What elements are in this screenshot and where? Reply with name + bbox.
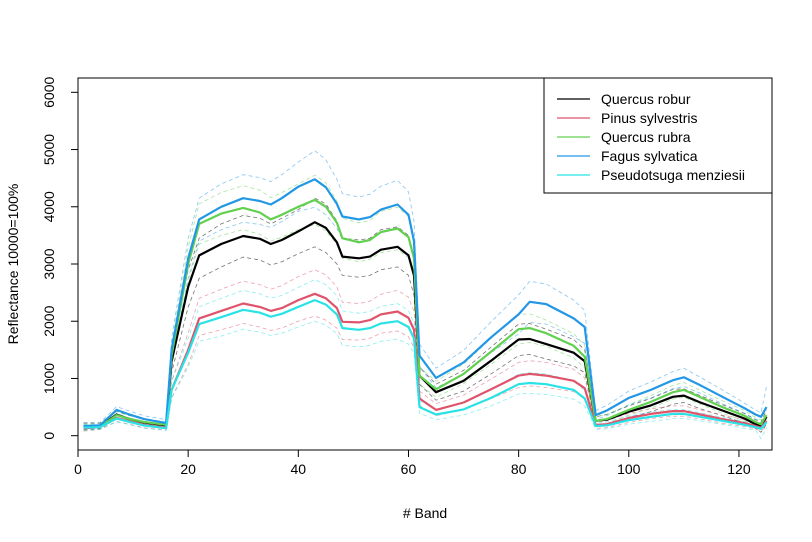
band-upper-line (83, 174, 767, 425)
legend-box (543, 77, 773, 194)
band-upper-line (83, 279, 767, 427)
series-mean-line (83, 299, 768, 430)
y-tick-label: 6000 (41, 77, 57, 108)
series-mean-line (83, 198, 768, 429)
x-tick-label: 20 (180, 461, 196, 477)
legend-label: Quercus rubra (601, 129, 691, 145)
y-tick-label: 1000 (41, 363, 57, 394)
y-tick-label: 2000 (41, 305, 57, 336)
mean-lines (83, 178, 768, 430)
x-tick-label: 80 (511, 461, 527, 477)
series-mean-line (83, 221, 768, 428)
y-tick-label: 3000 (41, 248, 57, 279)
legend: Quercus robur Pinus sylvestris Quercus rub… (543, 77, 773, 194)
x-axis-title: # Band (403, 505, 447, 521)
y-tick-label: 0 (41, 432, 57, 440)
y-axis-title: Reflectance 10000=100% (5, 184, 21, 345)
band-lower-line (83, 315, 767, 432)
band-upper-line (83, 197, 767, 424)
band-upper-line (83, 150, 767, 423)
x-tick-label: 120 (727, 461, 751, 477)
y-tick-label: 5000 (41, 134, 57, 165)
band-lower-line (83, 246, 767, 433)
x-tick-label: 0 (74, 461, 82, 477)
x-tick-label: 100 (617, 461, 641, 477)
legend-label: Pinus sylvestris (601, 110, 697, 126)
legend-label: Pseudotsuga menziesii (601, 167, 745, 183)
legend-label: Quercus robur (601, 91, 691, 107)
series-mean-line (83, 178, 768, 428)
y-tick-label: 4000 (41, 191, 57, 222)
y-axis: 0 1000 2000 3000 4000 5000 6000 (41, 77, 79, 440)
band-upper-line (83, 269, 767, 426)
band-lower-line (83, 224, 767, 431)
legend-label: Fagus sylvatica (601, 148, 698, 164)
x-tick-label: 60 (401, 461, 417, 477)
band-lower-line (83, 320, 767, 440)
x-tick-label: 40 (291, 461, 307, 477)
x-axis: 0 20 40 60 80 100 120 (74, 449, 751, 477)
series-mean-line (83, 292, 768, 430)
